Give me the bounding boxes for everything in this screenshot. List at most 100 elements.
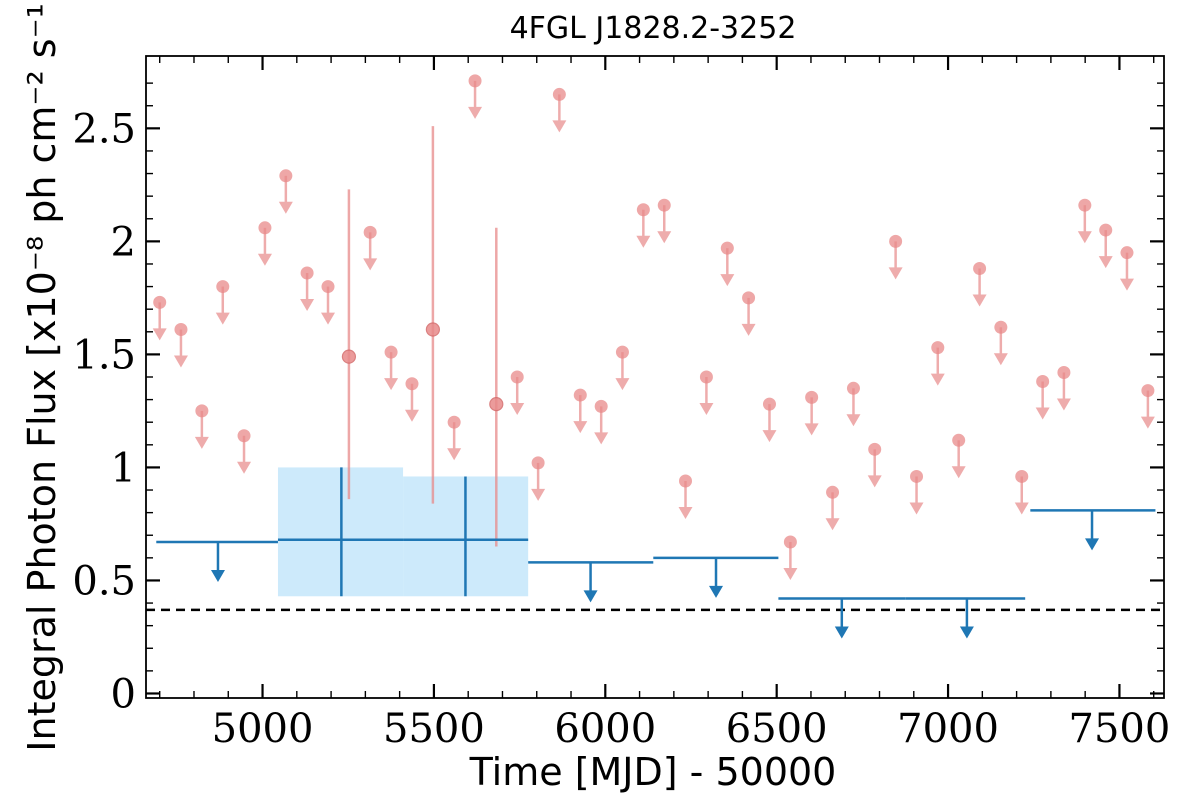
long-bin-arrow <box>1085 510 1100 551</box>
short-bin-marker <box>153 295 167 309</box>
short-bin-upper-limit <box>972 261 987 307</box>
upper-limit-arrow-head <box>1140 416 1155 429</box>
short-bin-upper-limit <box>173 323 188 368</box>
binned-flux-bands <box>277 467 529 597</box>
short-bin-marker <box>510 370 524 384</box>
upper-limit-arrow-head <box>615 378 630 391</box>
short-bin-marker <box>699 370 713 384</box>
upper-limit-arrow-head <box>867 475 882 488</box>
upper-limit-arrow-head <box>888 267 903 280</box>
upper-limit-arrow-head <box>384 378 399 391</box>
upper-limit-arrow-head <box>468 106 483 119</box>
x-tick-label: 5500 <box>383 706 485 752</box>
short-bin-upper-limit <box>215 280 230 325</box>
short-bin-upper-limit <box>888 234 903 280</box>
short-bin-upper-limit <box>321 280 336 325</box>
upper-limit-arrow-head <box>678 506 693 519</box>
upper-limit-arrow-head <box>741 323 756 336</box>
upper-limit-arrow-head <box>583 590 598 603</box>
short-bin-upper-limit <box>278 169 293 214</box>
upper-limit-arrow-head <box>321 312 336 325</box>
y-tick-label: 2.5 <box>72 106 136 152</box>
short-bin-marker <box>1036 375 1050 389</box>
short-bin-upper-limit <box>300 266 315 312</box>
short-bin-marker <box>742 291 756 305</box>
short-bin-upper-limit <box>1140 384 1155 429</box>
short-bin-upper-limit <box>363 225 378 271</box>
short-bin-marker <box>258 221 272 235</box>
y-axis-label: Integral Photon Flux [x10⁻⁸ ph cm⁻² s⁻¹] <box>20 0 64 752</box>
upper-limit-arrow-head <box>552 120 567 133</box>
chart-title: 4FGL J1828.2-3252 <box>510 11 797 46</box>
short-bin-marker <box>994 320 1008 334</box>
y-tick-label: 1.5 <box>72 332 136 378</box>
short-bin-upper-limit <box>657 198 672 244</box>
long-bin-arrow <box>583 562 598 603</box>
short-bin-marker <box>762 397 776 411</box>
short-bin-marker <box>805 390 819 404</box>
upper-limit-arrow-head <box>709 585 724 598</box>
upper-limit-arrow-head <box>194 436 209 449</box>
y-tick-label: 1 <box>111 445 136 491</box>
upper-limit-arrow-head <box>215 312 230 325</box>
short-bin-series <box>152 74 1155 581</box>
short-bin-marker <box>720 241 734 255</box>
upper-limit-arrow-head <box>447 448 462 461</box>
short-bin-marker <box>405 377 419 391</box>
short-bin-upper-limit <box>909 469 924 515</box>
upper-limit-arrow-head <box>846 414 861 427</box>
short-bin-upper-limit <box>257 221 272 266</box>
short-bin-marker <box>237 429 251 443</box>
short-bin-detection-marker <box>341 349 357 364</box>
long-bin-series <box>156 467 1156 639</box>
x-tick-label: 6500 <box>726 706 828 752</box>
short-bin-marker <box>826 485 840 499</box>
plot-axes: 5000 5500 6000 6500 7000 7500 0 0.5 1 1.5 2 2.5 <box>72 55 1171 752</box>
short-bin-marker <box>1078 198 1092 212</box>
short-bin-marker <box>195 404 209 418</box>
plot-frame <box>145 55 1165 699</box>
short-bin-marker <box>1120 246 1134 260</box>
upper-limit-arrow-head <box>720 274 735 287</box>
upper-limit-arrow-head <box>237 461 252 474</box>
upper-limit-arrow-head <box>210 570 225 583</box>
short-bin-marker <box>952 433 966 447</box>
upper-limit-arrow-head <box>972 294 987 307</box>
upper-limit-arrow-head <box>951 466 966 479</box>
upper-limit-arrow-head <box>636 235 651 248</box>
short-bin-marker <box>889 234 903 248</box>
short-bin-marker <box>1057 365 1071 379</box>
long-bin-detection <box>403 476 529 597</box>
upper-limit-arrow-head <box>825 518 840 531</box>
short-bin-marker <box>279 169 293 183</box>
short-bin-upper-limit <box>1056 365 1071 411</box>
short-bin-marker <box>321 280 335 294</box>
y-tick-label: 0 <box>111 671 136 717</box>
long-bin-arrow <box>709 557 724 598</box>
x-tick-label: 7000 <box>897 706 999 752</box>
x-axis-label: Time [MJD] - 50000 <box>469 750 837 794</box>
upper-limit-arrow-head <box>1119 278 1134 291</box>
upper-limit-arrow-head <box>657 231 672 244</box>
upper-limit-arrow-head <box>804 423 819 436</box>
short-bin-detection <box>425 126 440 504</box>
long-bin-upper-limit <box>778 597 906 639</box>
short-bin-marker <box>657 198 671 212</box>
upper-limit-arrow-head <box>278 201 293 214</box>
short-bin-upper-limit <box>531 456 546 501</box>
long-bin-upper-limit <box>905 597 1026 639</box>
short-bin-upper-limit <box>594 399 609 445</box>
short-bin-marker <box>1099 223 1113 237</box>
short-bin-marker <box>1141 384 1155 398</box>
short-bin-marker <box>447 415 461 429</box>
short-bin-upper-limit <box>951 433 966 479</box>
long-bin-arrow <box>959 598 974 639</box>
upper-limit-arrow-head <box>699 403 714 415</box>
short-bin-detection <box>341 189 357 500</box>
upper-limit-arrow-head <box>1014 502 1029 515</box>
x-tick-label: 7500 <box>1069 706 1171 752</box>
short-bin-upper-limit <box>404 377 419 422</box>
short-bin-upper-limit <box>1119 246 1134 291</box>
short-bin-upper-limit <box>993 320 1008 366</box>
